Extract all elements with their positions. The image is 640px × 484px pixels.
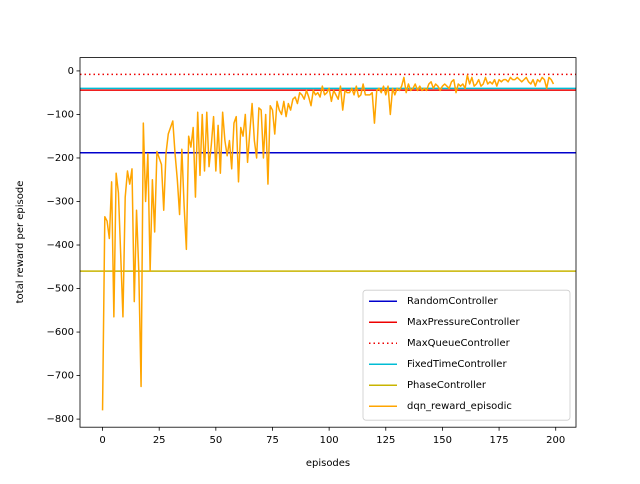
y-tick-label: −800 [47, 414, 74, 425]
x-tick-label: 125 [376, 435, 395, 446]
plot-frame [79, 57, 577, 428]
y-tick-label: 0 [68, 66, 74, 77]
y-axis-label: total reward per episode [15, 181, 26, 304]
y-tick-label: −700 [47, 371, 74, 382]
x-tick-label: 200 [546, 435, 565, 446]
y-tick-label: −500 [47, 284, 74, 295]
x-tick-label: 50 [209, 435, 222, 446]
x-tick-label: 100 [320, 435, 339, 446]
x-tick-label: 0 [99, 435, 105, 446]
legend-label: MaxQueueController [407, 338, 511, 349]
x-axis-label: episodes [306, 458, 350, 469]
data-line [101, 74, 555, 411]
legend-label: FixedTimeController [407, 359, 507, 370]
y-tick-label: −600 [47, 327, 74, 338]
y-tick-label: −400 [47, 240, 74, 251]
legend-label: MaxPressureController [407, 317, 520, 328]
legend-box [362, 289, 571, 421]
x-tick-label: 75 [266, 435, 279, 446]
y-tick-label: −300 [47, 196, 74, 207]
legend-label: dqn_reward_episodic [407, 401, 512, 412]
x-tick-label: 25 [153, 435, 166, 446]
y-tick-label: −200 [47, 153, 74, 164]
x-tick-label: 175 [490, 435, 509, 446]
legend-label: RandomController [407, 296, 498, 307]
legend-label: PhaseController [407, 380, 487, 391]
x-tick-label: 150 [433, 435, 452, 446]
y-tick-label: −100 [47, 109, 74, 120]
